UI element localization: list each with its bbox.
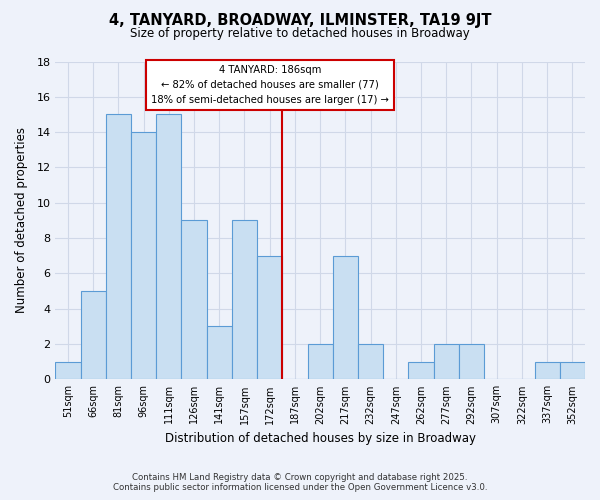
Text: 4 TANYARD: 186sqm
← 82% of detached houses are smaller (77)
18% of semi-detached: 4 TANYARD: 186sqm ← 82% of detached hous… <box>151 65 389 104</box>
Text: 4, TANYARD, BROADWAY, ILMINSTER, TA19 9JT: 4, TANYARD, BROADWAY, ILMINSTER, TA19 9J… <box>109 12 491 28</box>
Y-axis label: Number of detached properties: Number of detached properties <box>15 128 28 314</box>
Bar <box>55 362 80 380</box>
Bar <box>80 291 106 380</box>
Bar <box>535 362 560 380</box>
Bar <box>560 362 585 380</box>
X-axis label: Distribution of detached houses by size in Broadway: Distribution of detached houses by size … <box>164 432 476 445</box>
Bar <box>308 344 333 380</box>
Bar <box>333 256 358 380</box>
Bar <box>106 114 131 380</box>
Bar <box>459 344 484 380</box>
Text: Size of property relative to detached houses in Broadway: Size of property relative to detached ho… <box>130 28 470 40</box>
Bar <box>434 344 459 380</box>
Bar <box>156 114 181 380</box>
Bar <box>181 220 206 380</box>
Bar <box>257 256 283 380</box>
Bar <box>232 220 257 380</box>
Text: Contains HM Land Registry data © Crown copyright and database right 2025.
Contai: Contains HM Land Registry data © Crown c… <box>113 473 487 492</box>
Bar <box>358 344 383 380</box>
Bar <box>409 362 434 380</box>
Bar <box>206 326 232 380</box>
Bar <box>131 132 156 380</box>
